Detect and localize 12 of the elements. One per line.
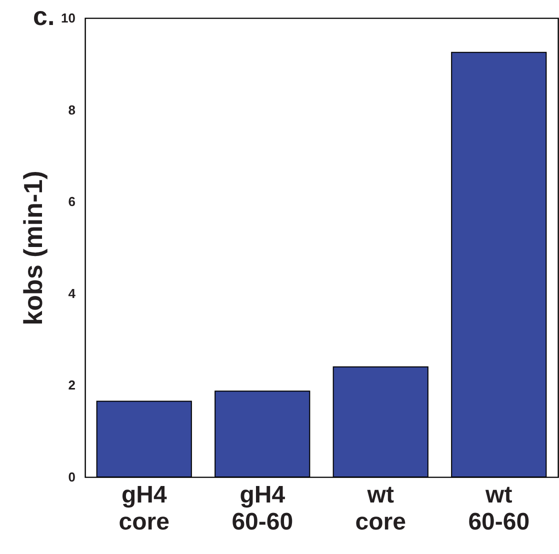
chart-title: c. <box>33 1 55 31</box>
x-tick-label: gH4 core <box>118 482 170 536</box>
y-tick-label: 2 <box>68 378 76 393</box>
y-axis-title: kobs (min-1) <box>18 170 48 326</box>
y-tick-label: 10 <box>61 10 76 26</box>
y-tick-label: 4 <box>68 286 76 301</box>
y-tick-label: 8 <box>68 102 76 118</box>
x-tick-label: gH4 60-60 <box>232 482 294 536</box>
y-tick-label: 0 <box>68 470 76 484</box>
x-tick-label: wt 60-60 <box>468 482 530 536</box>
y-tick-label: 6 <box>68 194 76 210</box>
x-tick-label: wt core <box>355 482 406 536</box>
